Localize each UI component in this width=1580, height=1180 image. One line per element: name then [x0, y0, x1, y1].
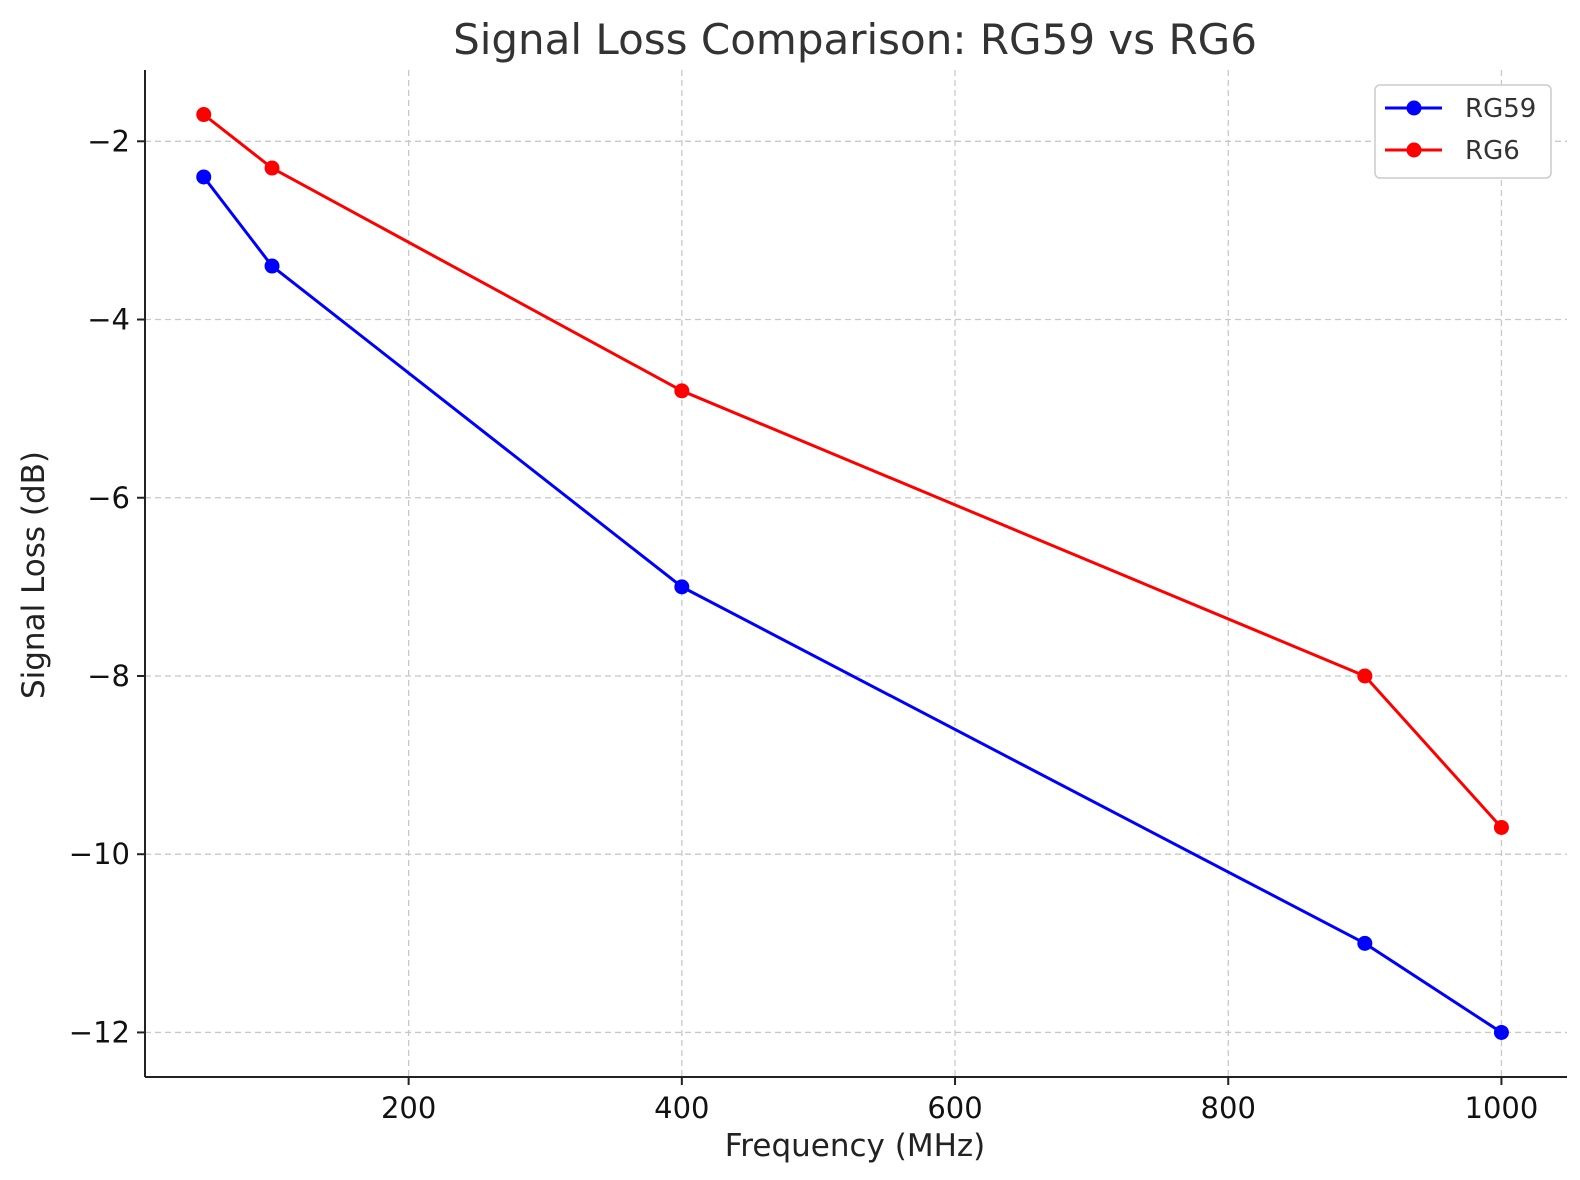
x-axis-label: Frequency (MHz): [725, 1128, 986, 1164]
x-tick-label: 800: [1201, 1091, 1256, 1125]
series-rg6: [196, 107, 1509, 835]
y-tick-label: −6: [87, 481, 130, 515]
x-tick-label: 400: [654, 1091, 709, 1125]
data-point-rg59: [264, 258, 280, 274]
legend-marker-rg6: [1406, 142, 1422, 158]
legend: RG59 RG6: [1374, 84, 1552, 179]
data-point-rg59: [674, 579, 690, 595]
series-rg59: [196, 169, 1509, 1040]
y-tick-label: −4: [87, 303, 130, 337]
data-point-rg6: [1493, 819, 1509, 835]
data-point-rg6: [1357, 668, 1373, 684]
y-tick-label: −12: [69, 1015, 130, 1049]
data-point-rg6: [674, 383, 690, 399]
legend-label-rg6: RG6: [1465, 136, 1520, 166]
grid: [145, 70, 1567, 1077]
y-axis-ticks: −2 −4 −6 −8 −10 −12: [69, 124, 145, 1049]
data-point-rg59: [1357, 935, 1373, 951]
chart-title: Signal Loss Comparison: RG59 vs RG6: [453, 15, 1257, 64]
x-tick-label: 200: [381, 1091, 436, 1125]
legend-label-rg59: RG59: [1465, 94, 1536, 124]
legend-marker-rg59: [1406, 100, 1422, 116]
axes: [144, 70, 1567, 1078]
x-tick-label: 600: [927, 1091, 982, 1125]
y-tick-label: −8: [87, 659, 130, 693]
series: [196, 107, 1509, 1040]
x-tick-label: 1000: [1465, 1091, 1539, 1125]
y-tick-label: −10: [69, 837, 130, 871]
data-point-rg6: [264, 160, 280, 176]
y-axis-label: Signal Loss (dB): [16, 451, 52, 699]
data-point-rg59: [1493, 1024, 1509, 1040]
data-point-rg59: [196, 169, 212, 185]
data-point-rg6: [196, 107, 212, 123]
x-axis-ticks: 200 400 600 800 1000: [381, 1077, 1538, 1125]
y-tick-label: −2: [87, 124, 130, 158]
